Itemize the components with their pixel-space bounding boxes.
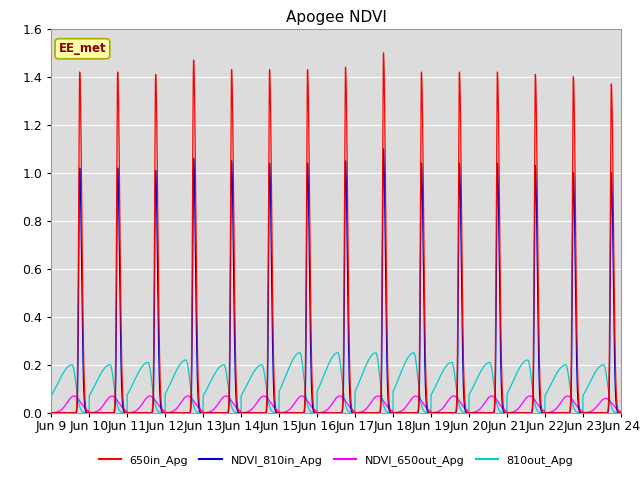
Legend: 650in_Apg, NDVI_810in_Apg, NDVI_650out_Apg, 810out_Apg: 650in_Apg, NDVI_810in_Apg, NDVI_650out_A… <box>94 451 578 470</box>
Text: EE_met: EE_met <box>59 42 106 55</box>
Title: Apogee NDVI: Apogee NDVI <box>285 10 387 25</box>
